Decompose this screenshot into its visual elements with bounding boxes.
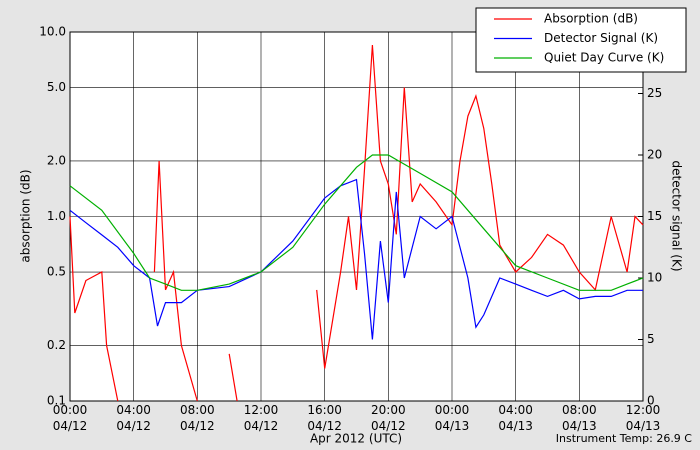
y2-tick-label: 20 (647, 148, 662, 162)
y-tick-label: 5.0 (47, 80, 66, 94)
x-tick-label: 12:00 04/12 (243, 403, 279, 433)
y-tick-label: 1.0 (47, 209, 66, 223)
x-tick-label: 00:00 04/13 (434, 403, 470, 433)
y2-tick-label: 15 (647, 209, 662, 223)
y2-tick-label: 25 (647, 86, 662, 100)
y2-tick-label: 5 (647, 332, 655, 346)
x-tick-label: 04:00 04/13 (498, 403, 533, 433)
x-tick-label: 00:00 04/12 (52, 403, 88, 433)
y-tick-label: 0.2 (47, 338, 66, 352)
x-tick-label: 20:00 04/12 (371, 403, 406, 433)
legend-label: Quiet Day Curve (K) (544, 51, 664, 65)
y-tick-label: 10.0 (39, 25, 66, 39)
x-tick-label: 04:00 04/12 (116, 403, 151, 433)
x-tick-label: 16:00 04/12 (307, 403, 342, 433)
legend-label: Absorption (dB) (544, 12, 638, 26)
y-tick-label: 2.0 (47, 153, 66, 167)
x-axis-label: Apr 2012 (UTC) (310, 432, 402, 446)
series-line (69, 154, 644, 291)
x-tick-label: 08:00 04/13 (562, 403, 597, 433)
y2-tick-label: 0 (647, 394, 655, 408)
legend-label: Detector Signal (K) (544, 31, 658, 45)
x-tick-label: 08:00 04/12 (180, 403, 215, 433)
y2-tick-label: 10 (647, 271, 662, 285)
x-tick-label: 12:00 04/13 (625, 403, 661, 433)
series-line (69, 44, 644, 402)
annotation: Instrument Temp: 26.9 C (556, 432, 693, 445)
series-line (69, 178, 643, 340)
y-axis-label: absorption (dB) (19, 169, 33, 262)
y2-axis-label: detector signal (K) (670, 160, 684, 271)
y-tick-label: 0.5 (47, 265, 66, 279)
y-tick-label: 0.1 (47, 394, 66, 408)
